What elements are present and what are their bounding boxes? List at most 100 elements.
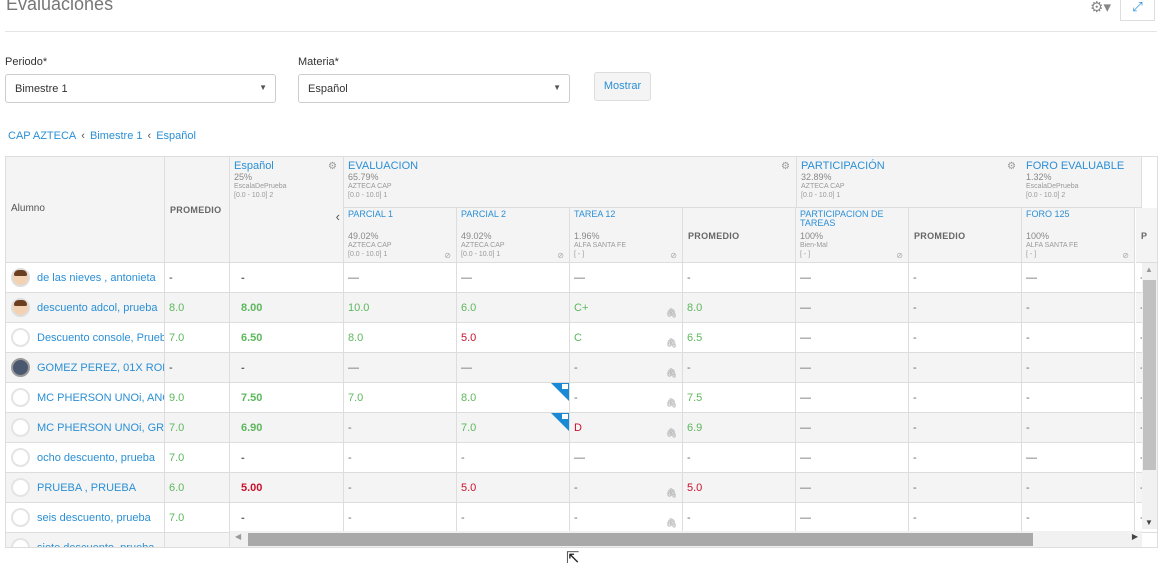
- grade-cell[interactable]: 6.9: [683, 413, 796, 443]
- attachment-clip-icon[interactable]: 🖇: [665, 518, 677, 528]
- subcolumn-name[interactable]: PARCIAL 1: [348, 209, 394, 219]
- grade-cell[interactable]: -: [1022, 293, 1135, 323]
- grade-cell[interactable]: -: [1022, 383, 1135, 413]
- grade-cell[interactable]: —: [1022, 263, 1135, 293]
- grade-cell[interactable]: -: [230, 443, 344, 473]
- settings-gear-icon[interactable]: ⚙▾: [1090, 0, 1111, 16]
- subcolumn-name[interactable]: PARTICIPACION DE TAREAS: [800, 209, 884, 228]
- grade-cell[interactable]: 8.0: [457, 383, 570, 413]
- grade-cell[interactable]: —: [796, 323, 909, 353]
- comment-flag-icon[interactable]: [551, 413, 569, 431]
- grade-cell[interactable]: -: [230, 353, 344, 383]
- grade-cell[interactable]: C 🖇: [570, 323, 683, 353]
- grade-cell[interactable]: —: [344, 353, 457, 383]
- grade-cell[interactable]: —: [1022, 443, 1135, 473]
- grade-cell[interactable]: 6.5: [683, 323, 796, 353]
- hidden-eye-icon[interactable]: ⊘: [1122, 251, 1129, 260]
- grade-cell[interactable]: —: [796, 503, 909, 533]
- grade-cell[interactable]: -: [1022, 473, 1135, 503]
- grade-cell[interactable]: 7.50: [230, 383, 344, 413]
- gear-icon[interactable]: ⚙: [328, 161, 337, 172]
- grade-cell[interactable]: - 🖇: [570, 473, 683, 503]
- grade-cell[interactable]: -: [230, 503, 344, 533]
- subcolumn-name[interactable]: PARCIAL 2: [461, 209, 507, 219]
- grade-cell[interactable]: —: [796, 443, 909, 473]
- hidden-eye-icon[interactable]: ⊘: [557, 251, 564, 260]
- student-row[interactable]: ocho descuento, prueba: [6, 443, 165, 473]
- grade-cell[interactable]: -: [1022, 353, 1135, 383]
- grade-cell[interactable]: —: [457, 263, 570, 293]
- attachment-clip-icon[interactable]: 🖇: [665, 308, 677, 318]
- grade-cell[interactable]: —: [344, 263, 457, 293]
- grade-cell[interactable]: -: [909, 383, 1022, 413]
- grade-cell[interactable]: -: [344, 413, 457, 443]
- horizontal-scrollbar[interactable]: ◀ ▶: [230, 531, 1142, 547]
- grade-cell[interactable]: -: [909, 413, 1022, 443]
- grade-cell[interactable]: -: [909, 443, 1022, 473]
- grade-cell[interactable]: -: [909, 263, 1022, 293]
- grade-cell[interactable]: 5.0: [683, 473, 796, 503]
- student-name[interactable]: MC PHERSON UNOi, GREGORIO: [37, 422, 165, 434]
- student-row[interactable]: siete descuento, prueba: [6, 533, 165, 548]
- grade-cell[interactable]: -: [683, 503, 796, 533]
- grade-cell[interactable]: C+ 🖇: [570, 293, 683, 323]
- mostrar-button[interactable]: Mostrar: [594, 72, 651, 101]
- collapse-chevron-left-icon[interactable]: ‹: [335, 209, 340, 224]
- student-name[interactable]: de las nieves , antonieta: [37, 272, 156, 284]
- student-name[interactable]: PRUEBA , PRUEBA: [37, 482, 137, 494]
- grade-cell[interactable]: —: [796, 263, 909, 293]
- grade-cell[interactable]: 7.0: [344, 383, 457, 413]
- student-name[interactable]: Descuento console, Prueba: [37, 332, 165, 344]
- grade-cell[interactable]: -: [1022, 323, 1135, 353]
- grade-cell[interactable]: - 🖇: [570, 383, 683, 413]
- grade-cell[interactable]: 5.00: [230, 473, 344, 503]
- student-row[interactable]: descuento adcol, prueba: [6, 293, 165, 323]
- breadcrumb-item[interactable]: Español: [156, 130, 196, 142]
- group-header[interactable]: PARTICIPACIÓN 32.89% AZTECA CAP [0.0 - 10.0…: [797, 157, 1023, 208]
- attachment-clip-icon[interactable]: 🖇: [665, 488, 677, 498]
- student-row[interactable]: seis descuento, prueba: [6, 503, 165, 533]
- grade-cell[interactable]: -: [909, 293, 1022, 323]
- promedio-subheader[interactable]: P: [1136, 208, 1157, 263]
- grade-cell[interactable]: 6.50: [230, 323, 344, 353]
- grade-cell[interactable]: -: [344, 443, 457, 473]
- student-row[interactable]: PRUEBA , PRUEBA: [6, 473, 165, 503]
- grade-cell[interactable]: 7.5: [683, 383, 796, 413]
- scrollbar-thumb[interactable]: [248, 533, 1033, 546]
- grade-cell[interactable]: 5.0: [457, 473, 570, 503]
- group-header[interactable]: Español 25% EscalaDePrueba [0.0 - 10.0] 2 ⚙ ‹: [230, 157, 344, 263]
- student-name[interactable]: siete descuento, prueba: [37, 542, 155, 548]
- promedio-header[interactable]: PROMEDIO: [165, 157, 230, 263]
- vertical-scrollbar[interactable]: ▲ ▼: [1142, 263, 1157, 529]
- hidden-eye-icon[interactable]: ⊘: [896, 251, 903, 260]
- alumno-header[interactable]: Alumno: [6, 157, 165, 263]
- student-name[interactable]: ocho descuento, prueba: [37, 452, 156, 464]
- student-row[interactable]: Descuento console, Prueba: [6, 323, 165, 353]
- group-header[interactable]: EVALUACION 65.79% AZTECA CAP [0.0 - 10.0] 1…: [344, 157, 797, 208]
- gear-icon[interactable]: ⚙: [1007, 161, 1016, 172]
- grade-cell[interactable]: - 🖇: [570, 503, 683, 533]
- materia-select[interactable]: Español ▼: [298, 74, 570, 103]
- grade-cell[interactable]: -: [457, 503, 570, 533]
- grade-cell[interactable]: 6.90: [230, 413, 344, 443]
- student-name[interactable]: GOMEZ PEREZ, 01X ROBERTO: [37, 362, 164, 374]
- student-name[interactable]: descuento adcol, prueba: [37, 302, 158, 314]
- grade-cell[interactable]: —: [796, 413, 909, 443]
- grade-cell[interactable]: 6.0: [457, 293, 570, 323]
- grade-cell[interactable]: —: [796, 473, 909, 503]
- subcolumn-name[interactable]: TAREA 12: [574, 209, 616, 219]
- grade-cell[interactable]: —: [796, 293, 909, 323]
- grade-cell[interactable]: -: [344, 503, 457, 533]
- scroll-down-icon[interactable]: ▼: [1145, 518, 1153, 527]
- subcolumn-name[interactable]: FORO 125: [1026, 209, 1070, 219]
- subcolumn-header[interactable]: PARTICIPACION DE TAREAS 100% Bien-Mal [ - ]…: [796, 208, 909, 263]
- grade-cell[interactable]: -: [683, 263, 796, 293]
- grade-cell[interactable]: —: [796, 353, 909, 383]
- scroll-up-icon[interactable]: ▲: [1145, 265, 1153, 274]
- grade-cell[interactable]: 8.00: [230, 293, 344, 323]
- grade-cell[interactable]: -: [230, 263, 344, 293]
- student-row[interactable]: MC PHERSON UNOi, ANGEL: [6, 383, 165, 413]
- scroll-left-icon[interactable]: ◀: [235, 532, 242, 541]
- attachment-clip-icon[interactable]: 🖇: [665, 368, 677, 378]
- grade-cell[interactable]: 5.0: [457, 323, 570, 353]
